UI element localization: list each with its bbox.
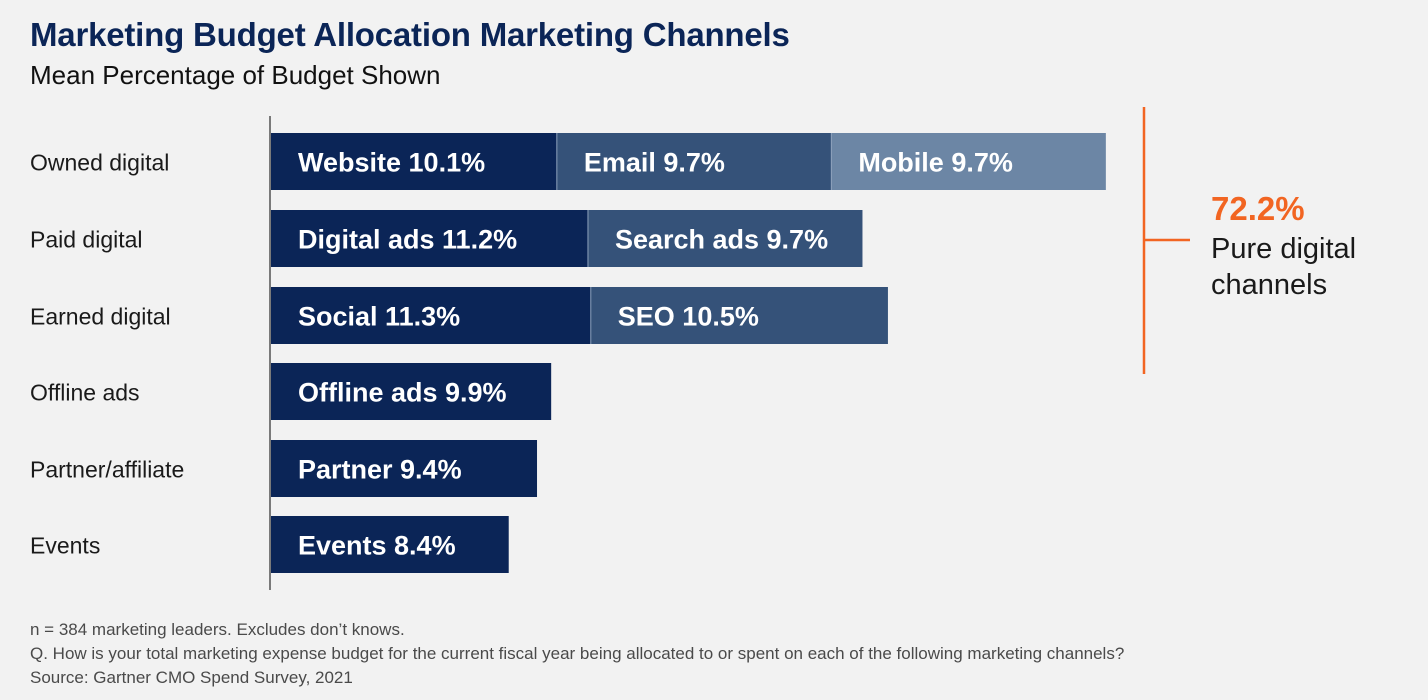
segment-label: Social 11.3% — [298, 302, 460, 332]
segment-label: Website 10.1% — [298, 148, 485, 178]
bar-segment — [271, 287, 591, 344]
chart-title: Marketing Budget Allocation Marketing Ch… — [30, 16, 790, 53]
category-label: Paid digital — [30, 227, 143, 253]
bar-segment — [587, 210, 863, 267]
segment-label: Email 9.7% — [584, 148, 725, 178]
segment-label: SEO 10.5% — [618, 302, 759, 332]
bar-segment — [271, 133, 557, 190]
bar-segment — [271, 363, 552, 420]
segment-label: Partner 9.4% — [298, 455, 462, 485]
segment-label: Mobile 9.7% — [858, 148, 1013, 178]
segment-label: Search ads 9.7% — [615, 225, 828, 255]
segment-label: Events 8.4% — [298, 531, 456, 561]
bar-segment — [556, 133, 832, 190]
bar-segment — [271, 440, 538, 497]
bar-segment — [271, 210, 588, 267]
category-label: Partner/affiliate — [30, 457, 184, 483]
bar-segment — [590, 287, 888, 344]
footnotes: n = 384 marketing leaders. Excludes don’… — [30, 618, 1124, 690]
bar-segment — [831, 133, 1106, 190]
segment-label: Offline ads 9.9% — [298, 378, 507, 408]
annotation-value: 72.2% — [1211, 190, 1305, 227]
annotation-text: channels — [1211, 269, 1327, 301]
category-label: Owned digital — [30, 150, 169, 176]
footnote-sample: n = 384 marketing leaders. Excludes don’… — [30, 620, 405, 639]
category-label: Earned digital — [30, 304, 171, 330]
segment-label: Digital ads 11.2% — [298, 225, 517, 255]
footnote-question: Q. How is your total marketing expense b… — [30, 644, 1125, 663]
bar-segment — [271, 516, 509, 573]
category-label: Offline ads — [30, 380, 140, 406]
footnote-source: Source: Gartner CMO Spend Survey, 2021 — [30, 668, 353, 687]
category-label: Events — [30, 533, 100, 559]
chart-subtitle: Mean Percentage of Budget Shown — [30, 60, 441, 90]
annotation-text: Pure digital — [1211, 233, 1356, 265]
